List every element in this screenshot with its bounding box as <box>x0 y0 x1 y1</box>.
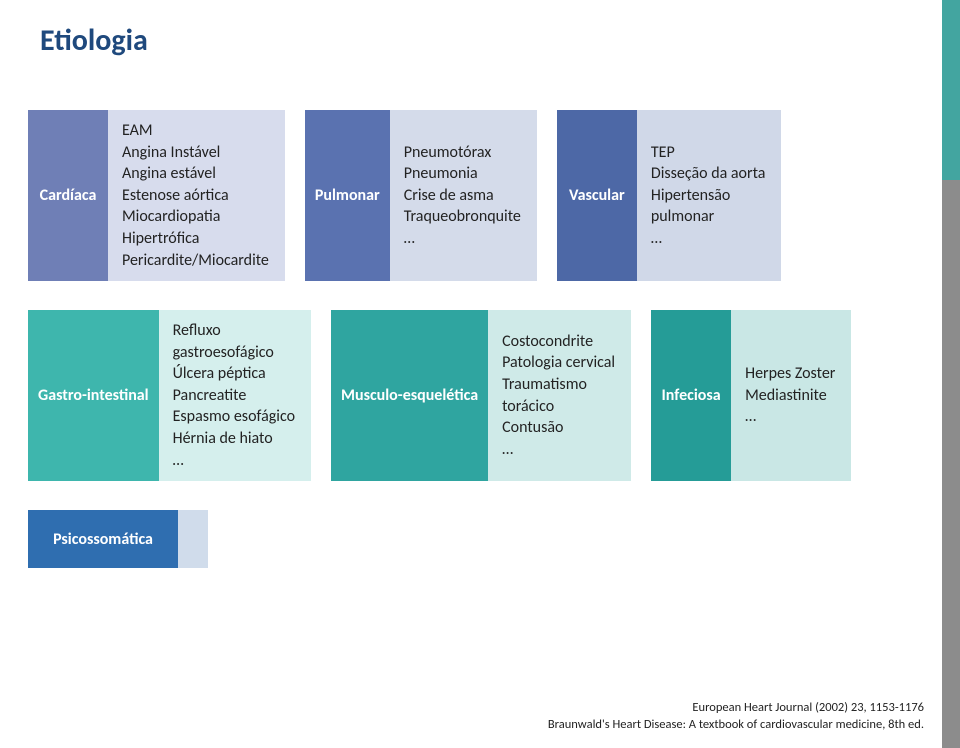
content-item: Hipertrófica <box>122 228 269 250</box>
tab-psico: Psicossomática <box>28 510 178 568</box>
tab-infeciosa: Infeciosa <box>651 310 731 481</box>
content-item: Traumatismo <box>502 374 615 396</box>
group-infeciosa: InfeciosaHerpes ZosterMediastinite… <box>651 310 851 481</box>
row-1: CardíacaEAMAngina InstávelAngina estável… <box>28 110 781 281</box>
content-item: Patologia cervical <box>502 352 615 374</box>
content-item: pulmonar <box>651 206 766 228</box>
content-item: … <box>502 439 615 461</box>
content-gastro: RefluxogastroesofágicoÚlcera pépticaPanc… <box>159 310 311 481</box>
content-item: Pneumotórax <box>404 142 521 164</box>
content-item: … <box>745 406 835 428</box>
content-item: Traqueobronquite <box>404 206 521 228</box>
content-item: Pericardite/Miocardite <box>122 250 269 272</box>
citation-line-1: European Heart Journal (2002) 23, 1153-1… <box>548 700 924 717</box>
content-item: Miocardiopatia <box>122 206 269 228</box>
content-item: EAM <box>122 120 269 142</box>
content-psico <box>178 510 208 568</box>
content-item: Estenose aórtica <box>122 185 269 207</box>
content-item: TEP <box>651 142 766 164</box>
tab-pulmonar: Pulmonar <box>305 110 390 281</box>
content-item: Angina Instável <box>122 142 269 164</box>
content-item: Mediastinite <box>745 385 835 407</box>
content-item: Hérnia de hiato <box>173 428 295 450</box>
right-rail-accent <box>942 0 960 180</box>
content-item: Contusão <box>502 417 615 439</box>
citation: European Heart Journal (2002) 23, 1153-1… <box>548 700 924 734</box>
content-item: … <box>651 228 766 250</box>
row-2: Gastro-intestinalRefluxogastroesofágicoÚ… <box>28 310 851 481</box>
row-3: Psicossomática <box>28 510 208 568</box>
tab-vascular: Vascular <box>557 110 637 281</box>
content-item: Úlcera péptica <box>173 363 295 385</box>
content-item: gastroesofágico <box>173 342 295 364</box>
content-item: Pneumonia <box>404 163 521 185</box>
content-item: Hipertensão <box>651 185 766 207</box>
content-item: Refluxo <box>173 320 295 342</box>
content-item: Pancreatite <box>173 385 295 407</box>
group-cardiaca: CardíacaEAMAngina InstávelAngina estável… <box>28 110 285 281</box>
group-gastro: Gastro-intestinalRefluxogastroesofágicoÚ… <box>28 310 311 481</box>
content-item: Crise de asma <box>404 185 521 207</box>
content-item: Costocondrite <box>502 331 615 353</box>
tab-cardiaca: Cardíaca <box>28 110 108 281</box>
content-item: … <box>404 228 521 250</box>
content-item: Espasmo esofágico <box>173 406 295 428</box>
page-title: Etiologia <box>40 22 148 59</box>
content-pulmonar: PneumotóraxPneumoniaCrise de asmaTraqueo… <box>390 110 537 281</box>
citation-line-2: Braunwald's Heart Disease: A textbook of… <box>548 717 924 734</box>
tab-gastro: Gastro-intestinal <box>28 310 159 481</box>
tab-musculo: Musculo-esquelética <box>331 310 488 481</box>
content-item: Disseção da aorta <box>651 163 766 185</box>
content-vascular: TEPDisseção da aortaHipertensãopulmonar… <box>637 110 782 281</box>
group-vascular: VascularTEPDisseção da aortaHipertensãop… <box>557 110 782 281</box>
group-psico: Psicossomática <box>28 510 208 568</box>
group-pulmonar: PulmonarPneumotóraxPneumoniaCrise de asm… <box>305 110 537 281</box>
group-musculo: Musculo-esqueléticaCostocondritePatologi… <box>331 310 631 481</box>
content-item: Angina estável <box>122 163 269 185</box>
content-infeciosa: Herpes ZosterMediastinite… <box>731 310 851 481</box>
content-musculo: CostocondritePatologia cervicalTraumatis… <box>488 310 631 481</box>
content-item: Herpes Zoster <box>745 363 835 385</box>
content-item: … <box>173 450 295 472</box>
content-item: torácico <box>502 396 615 418</box>
content-cardiaca: EAMAngina InstávelAngina estávelEstenose… <box>108 110 285 281</box>
